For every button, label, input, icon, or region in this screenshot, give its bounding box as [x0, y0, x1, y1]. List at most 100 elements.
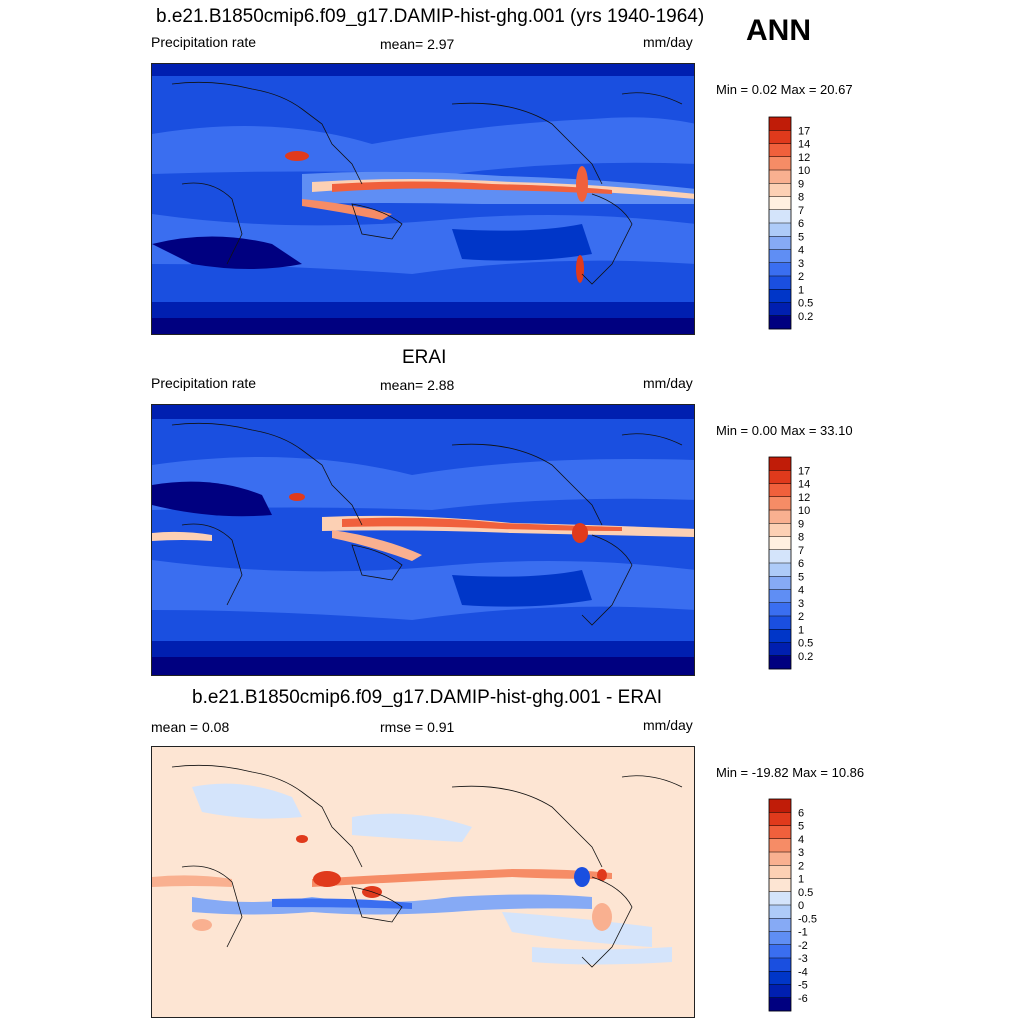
colorbar-tick-label: 5 [798, 821, 804, 833]
colorbar-box [769, 156, 791, 171]
colorbar-tick-label: -6 [798, 993, 808, 1005]
colorbar-tick-label: 4 [798, 585, 804, 597]
colorbar-tick-label: 6 [798, 218, 804, 230]
panel-3-map-svg [152, 747, 694, 1017]
colorbar-box [769, 812, 791, 826]
colorbar-tick-label: 0.5 [798, 887, 813, 899]
colorbar-box [769, 130, 791, 144]
colorbar-box [769, 143, 791, 158]
season-label: ANN [746, 14, 811, 47]
colorbar-tick-label: 1 [798, 284, 804, 296]
colorbar-tick-label: 6 [798, 807, 804, 819]
colorbar-tick-label: 14 [798, 139, 810, 151]
panel-3-title: b.e21.B1850cmip6.f09_g17.DAMIP-hist-ghg.… [192, 687, 662, 708]
colorbar-box [769, 209, 791, 224]
panel-3-map [151, 746, 695, 1018]
colorbar-box [769, 589, 791, 604]
colorbar-box [769, 838, 791, 853]
colorbar-tick-label: 7 [798, 545, 804, 557]
colorbar-box [769, 223, 791, 237]
panel-2-variable-label: Precipitation rate [151, 375, 257, 391]
colorbar-box [769, 642, 791, 657]
colorbar-box [769, 196, 791, 211]
colorbar-box [769, 931, 791, 946]
colorbar-box [769, 971, 791, 985]
colorbar-tick-label: -4 [798, 966, 808, 978]
colorbar-box [769, 302, 791, 317]
panel-1-map [151, 63, 695, 335]
colorbar-tick-label: 1 [798, 874, 804, 886]
colorbar-tick-label: 10 [798, 165, 810, 177]
colorbar-box [769, 629, 791, 643]
panel-2-colorbar: 0.2 0.5 1 2 3 4 5 6 7 8 9 10 12 14 17 [768, 456, 828, 670]
colorbar-box [769, 496, 791, 511]
colorbar-tick-label: 1 [798, 624, 804, 636]
colorbar-box [769, 249, 791, 264]
colorbar-tick-label: 14 [798, 479, 810, 491]
panel-1-mean-label: mean= 2.97 [380, 36, 455, 52]
colorbar-tick-label: 2 [798, 271, 804, 283]
colorbar-box [769, 236, 791, 250]
colorbar-tick-label: 5 [798, 571, 804, 583]
colorbar-box [769, 549, 791, 564]
colorbar-box [769, 958, 791, 972]
colorbar-tick-label: 4 [798, 245, 804, 257]
colorbar-tick-label: 9 [798, 518, 804, 530]
colorbar-tick-label: 0 [798, 900, 804, 912]
panel-1-variable-label: Precipitation rate [151, 34, 257, 50]
colorbar-box [769, 878, 791, 893]
colorbar-box [769, 602, 791, 617]
panel-1-units: mm/day [643, 34, 693, 50]
colorbar-box [769, 262, 791, 277]
colorbar-tick-label: 12 [798, 492, 810, 504]
colorbar-box [769, 523, 791, 537]
colorbar-box [769, 852, 791, 866]
colorbar-box [769, 315, 791, 330]
panel-1-colorbar: 0.2 0.5 1 2 3 4 5 6 7 8 9 10 12 14 17 [768, 116, 828, 330]
colorbar-box [769, 655, 791, 670]
panel-2-units: mm/day [643, 375, 693, 391]
colorbar-tick-label: 8 [798, 192, 804, 204]
colorbar-box [769, 984, 791, 999]
panel-2-map [151, 404, 695, 676]
colorbar-tick-label: -5 [798, 980, 808, 992]
panel-3-colorbar: -6 -5 -4 -3 -2 -1 -0.5 0 0.5 1 2 3 4 5 6 [768, 798, 828, 1012]
panel-2-mean-label: mean= 2.88 [380, 377, 455, 393]
colorbar-box [769, 470, 791, 484]
colorbar-box [769, 276, 791, 290]
colorbar-tick-label: 0.2 [798, 311, 813, 323]
colorbar-box [769, 117, 791, 131]
colorbar-box [769, 616, 791, 630]
colorbar-tick-label: 0.2 [798, 651, 813, 663]
colorbar-tick-label: 17 [798, 125, 810, 137]
colorbar-tick-label: 12 [798, 152, 810, 164]
panel-2-map-svg [152, 405, 694, 675]
colorbar-box [769, 483, 791, 498]
colorbar-box [769, 944, 791, 959]
colorbar-tick-label: 3 [798, 258, 804, 270]
colorbar-box [769, 183, 791, 197]
colorbar-tick-label: -2 [798, 940, 808, 952]
colorbar-tick-label: -0.5 [798, 913, 817, 925]
colorbar-tick-label: 6 [798, 558, 804, 570]
colorbar-tick-label: 3 [798, 598, 804, 610]
panel-2-minmax: Min = 0.00 Max = 33.10 [716, 423, 853, 438]
colorbar-tick-label: 8 [798, 532, 804, 544]
colorbar-tick-label: 0.5 [798, 298, 813, 310]
colorbar-tick-label: 4 [798, 834, 804, 846]
panel-1-minmax: Min = 0.02 Max = 20.67 [716, 82, 853, 97]
panel-3-mean-label: mean = 0.08 [151, 719, 230, 735]
colorbar-tick-label: 17 [798, 465, 810, 477]
colorbar-box [769, 825, 791, 840]
colorbar-tick-label: 7 [798, 205, 804, 217]
colorbar-box [769, 536, 791, 551]
colorbar-tick-label: 9 [798, 178, 804, 190]
panel-3-rmse-label: rmse = 0.91 [380, 719, 455, 735]
panel-3-units: mm/day [643, 717, 693, 733]
colorbar-box [769, 918, 791, 932]
colorbar-tick-label: 3 [798, 847, 804, 859]
colorbar-box [769, 510, 791, 524]
colorbar-box [769, 865, 791, 879]
panel-3-minmax: Min = -19.82 Max = 10.86 [716, 765, 865, 780]
